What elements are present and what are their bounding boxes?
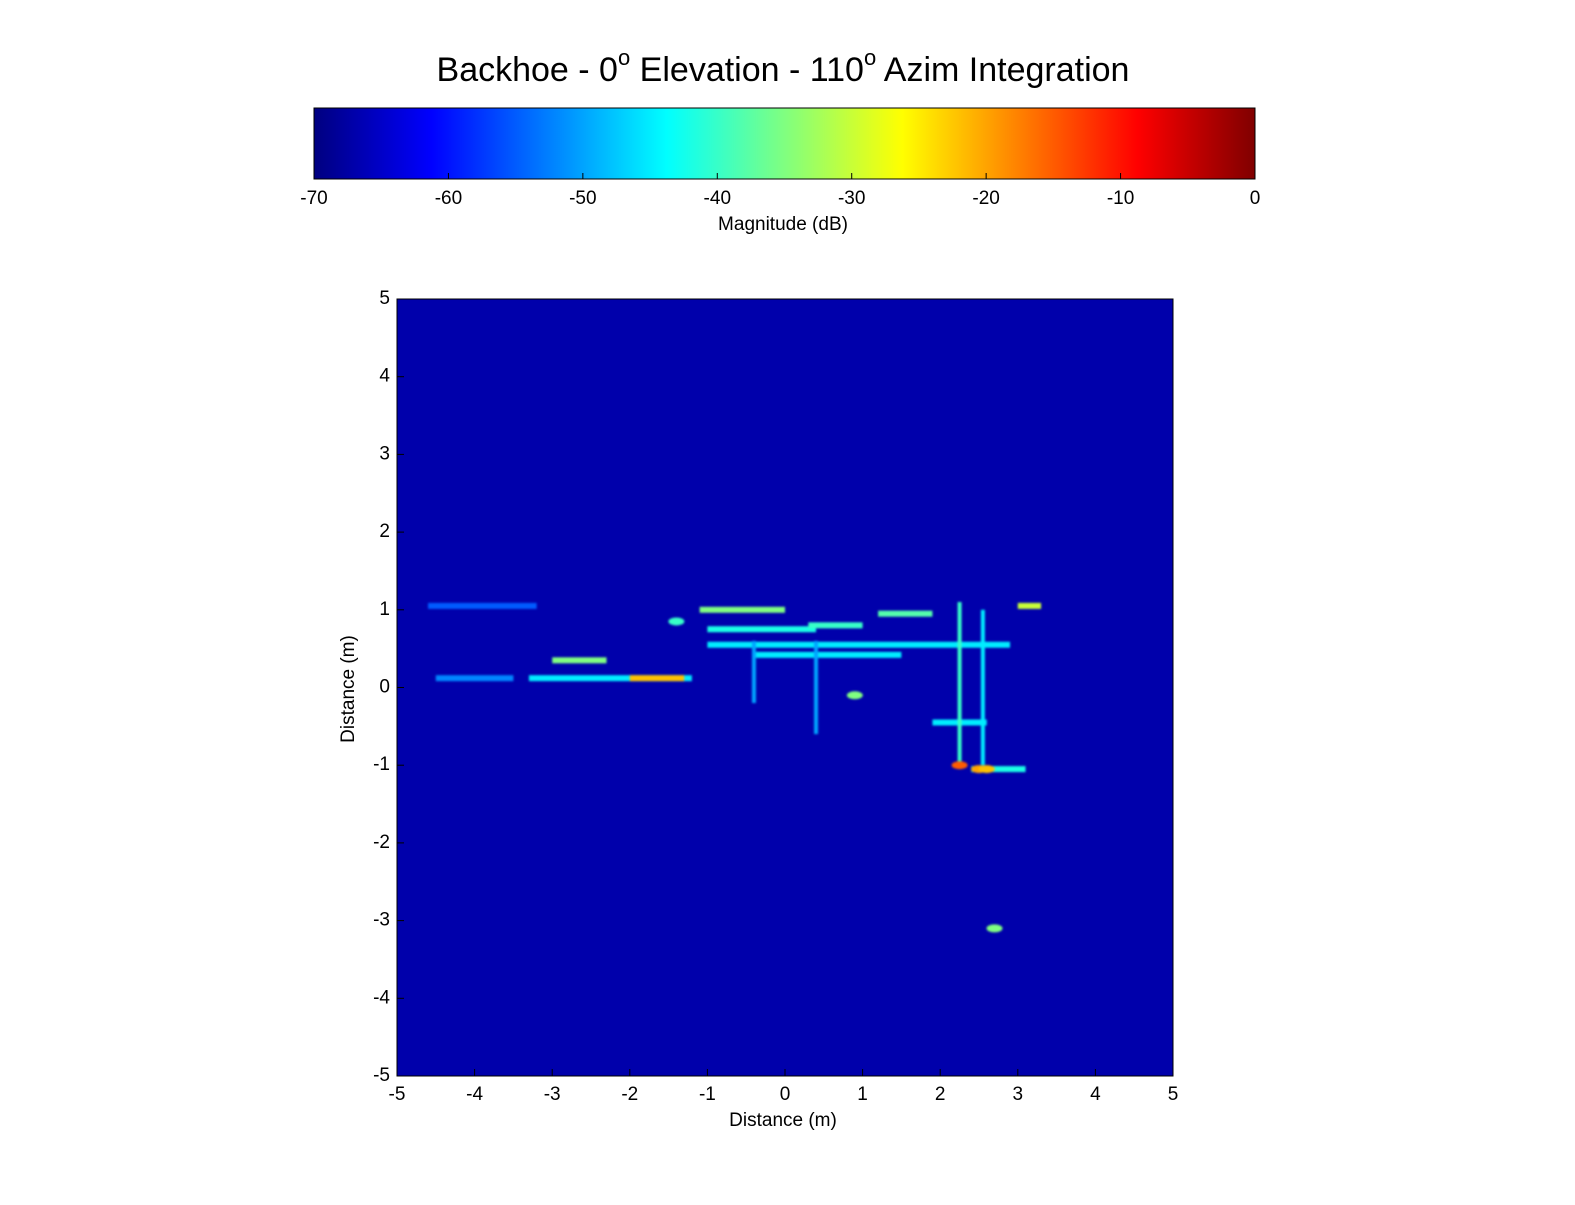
streak [435,675,514,682]
title-text: Azim Integration [876,51,1129,89]
hot-spot [668,617,685,626]
y-tick-label: -2 [373,832,390,853]
y-tick-label: 0 [379,677,390,698]
x-tick-label: -2 [621,1084,638,1105]
y-tick-label: 4 [379,366,390,387]
x-tick-label: 1 [857,1084,868,1105]
streak [552,657,607,664]
streak [528,675,692,682]
colorbar [313,107,1256,180]
streak [707,626,817,633]
streak [957,602,962,766]
hot-spot [846,691,863,700]
y-tick-label: -4 [373,987,390,1008]
y-tick-label: 2 [379,521,390,542]
y-tick-label: -3 [373,910,390,931]
x-tick-label: -3 [544,1084,561,1105]
colorbar-tick-label: -10 [1107,188,1134,209]
streak [814,640,819,735]
colorbar-tick-label: -60 [435,188,462,209]
x-tick-label: 2 [935,1084,946,1105]
streak [699,606,785,613]
x-tick-label: 0 [780,1084,791,1105]
x-tick-label: 5 [1168,1084,1179,1105]
streak [629,675,685,682]
hot-spot [986,924,1003,933]
streak [971,766,1026,773]
y-tick-label: 5 [379,288,390,309]
y-tick-label: 3 [379,443,390,464]
colorbar-tick-label: -20 [972,188,999,209]
streak [751,640,756,704]
x-tick-label: -5 [389,1084,406,1105]
streak [878,610,933,617]
colorbar-tick-label: 0 [1250,188,1261,209]
heatmap-features [428,602,1042,933]
y-tick-label: -5 [373,1065,390,1086]
x-tick-label: 4 [1090,1084,1101,1105]
colorbar-tick-label: -30 [838,188,865,209]
x-tick-label: 3 [1013,1084,1024,1105]
colorbar-tick-label: -70 [300,188,327,209]
title-superscript: o [864,45,876,70]
colorbar-tick-label: -40 [704,188,731,209]
streak [428,602,537,609]
title-text: Backhoe - 0 [437,51,618,89]
x-tick-label: -1 [699,1084,716,1105]
streak [1017,602,1042,609]
streak [808,622,863,629]
y-tick-label: 1 [379,599,390,620]
title-text: Elevation - 110 [630,51,864,89]
x-tick-label: -4 [466,1084,483,1105]
hot-spot [951,761,968,770]
streak [753,651,902,658]
heatmap-background [397,299,1173,1076]
colorbar-tick-label: -50 [569,188,596,209]
y-axis-label: Distance (m) [338,635,359,743]
streak [980,609,985,766]
title-superscript: o [618,45,630,70]
colorbar-label: Magnitude (dB) [718,214,848,235]
streak [707,641,1011,648]
x-axis-label: Distance (m) [729,1110,837,1131]
hot-spot [978,765,995,774]
chart-title: Backhoe - 0o Elevation - 110o Azim Integ… [437,45,1130,89]
y-tick-label: -1 [373,754,390,775]
